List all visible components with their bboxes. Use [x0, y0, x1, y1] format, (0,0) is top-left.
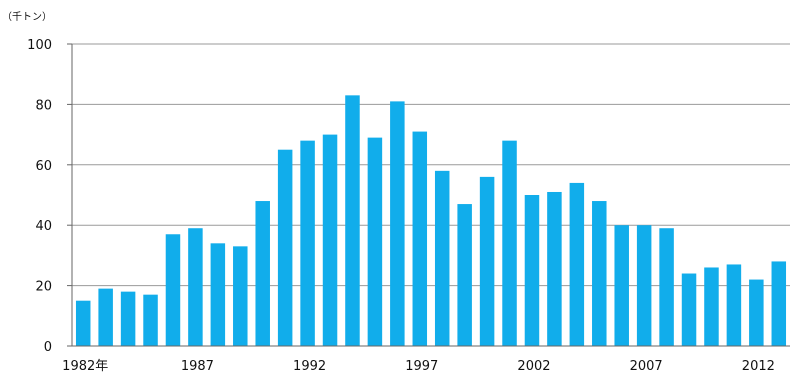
x-tick-label-1987: 1987 [181, 359, 214, 374]
bars [75, 95, 787, 346]
y-tick-label-40: 40 [35, 219, 52, 234]
bar-2006 [614, 225, 629, 346]
x-tick-label-2007: 2007 [630, 359, 663, 374]
bar-2010 [704, 267, 719, 346]
bar-2000 [479, 176, 495, 346]
bar-2011 [726, 264, 742, 346]
x-axis-tick-labels: 1982年 1987 1992 1997 2002 2007 2012 [62, 359, 775, 374]
bar-2008 [659, 228, 674, 346]
bar-1991 [277, 149, 293, 346]
bar-1982年 [75, 300, 91, 346]
bar-1995 [367, 137, 383, 346]
y-tick-label-60: 60 [35, 159, 52, 174]
x-tick-label-2012: 2012 [742, 359, 775, 374]
bar-2004 [569, 182, 585, 346]
bar-1998 [434, 170, 450, 346]
bar-1985 [143, 294, 158, 346]
x-tick-label-2002: 2002 [517, 359, 550, 374]
bar-2005 [592, 201, 607, 346]
bar-1990 [255, 201, 270, 346]
bar-2001 [502, 140, 517, 346]
bar-1987 [188, 228, 203, 346]
x-tick-label-1992: 1992 [293, 359, 326, 374]
bar-2003 [547, 191, 562, 346]
bar-1988 [210, 243, 226, 346]
bar-2002 [524, 195, 540, 346]
bar-1997 [412, 131, 428, 346]
bar-1984 [120, 291, 136, 346]
x-tick-label-1982年: 1982年 [62, 359, 108, 374]
bar-1989 [233, 246, 248, 346]
bar-2009 [681, 273, 697, 346]
y-tick-label-80: 80 [35, 98, 52, 113]
bar-1992 [300, 140, 315, 346]
bar-2007 [636, 225, 652, 346]
y-axis-unit-label: （千トン） [2, 11, 52, 23]
bar-1999 [457, 204, 472, 346]
x-tick-label-1997: 1997 [405, 359, 438, 374]
bar-2012 [749, 279, 764, 346]
bar-1994 [345, 95, 360, 346]
bar-1996 [390, 101, 405, 346]
y-tick-label-100: 100 [27, 38, 52, 53]
y-tick-label-0: 0 [44, 340, 52, 355]
y-tick-label-20: 20 [35, 280, 52, 295]
bar-1983 [98, 288, 113, 346]
bar-1986 [165, 234, 181, 346]
bar-1993 [322, 134, 338, 346]
axes [67, 43, 790, 347]
y-axis-tick-labels: 0 20 40 60 80 100 [27, 38, 52, 355]
bar-2013 [771, 261, 787, 346]
